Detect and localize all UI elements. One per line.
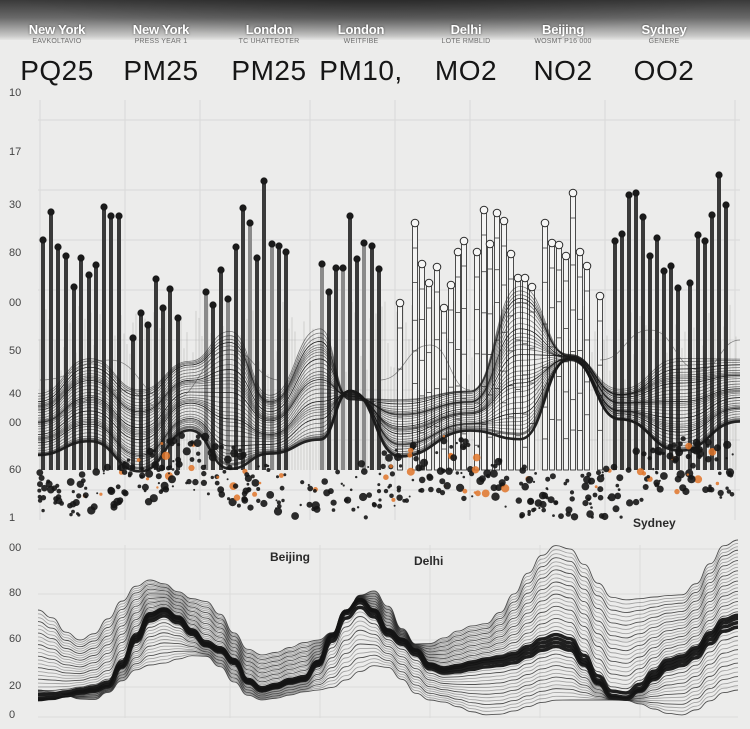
annotation-beijing: Beijing (270, 550, 311, 564)
y-tick-top: 1 (9, 512, 16, 524)
column-header-1: New York PRESS YEAR 1 (116, 22, 206, 45)
bar-group-london (202, 177, 290, 470)
y-tick-top: 17 (9, 146, 22, 158)
y-tick-bottom: 60 (9, 633, 22, 645)
column-pollutant: PQ25 (20, 55, 94, 86)
column-subtitle: TC UHATTEOTER (238, 38, 300, 45)
bottom-chart-svg (37, 539, 739, 718)
bottom-plot (0, 530, 750, 729)
y-tick-top: 00 (9, 417, 22, 429)
bar-hatching (39, 300, 737, 470)
y-tick-top: 10 (9, 87, 22, 99)
column-city: Beijing (542, 22, 584, 37)
column-subtitle: PRESS YEAR 1 (134, 38, 188, 45)
column-pollutant: MO2 (434, 55, 498, 86)
column-header-4: Delhi LOTE RMBLID (421, 22, 511, 45)
column-city: London (337, 22, 385, 37)
column-city: Sydney (641, 22, 687, 37)
y-tick-top: 40 (9, 388, 22, 400)
y-tick-top: 50 (9, 345, 22, 357)
scatter-dots (36, 432, 735, 521)
y-tick-top: 30 (9, 199, 22, 211)
header-band (0, 0, 750, 40)
column-pollutant: PM25 (123, 55, 199, 86)
annotation-sydney: Sydney (633, 516, 676, 530)
y-tick-bottom: 00 (9, 542, 22, 554)
y-tick-top: 80 (9, 247, 22, 259)
y-tick-top: 60 (9, 464, 22, 476)
column-subtitle: WOSMT P16 000 (534, 38, 592, 45)
column-city: Delhi (450, 22, 482, 37)
column-subtitle: GENERE (648, 38, 680, 45)
column-subtitle: LOTE RMBLID (441, 38, 491, 45)
column-pollutant: PM10, (319, 55, 403, 86)
column-pollutant: PM25 (231, 55, 307, 86)
column-header-3: London WEITFIBE (316, 22, 406, 45)
mesh-lines (39, 329, 741, 421)
column-city: New York (28, 22, 86, 37)
column-city: London (245, 22, 293, 37)
annotation-delhi: Delhi (414, 554, 444, 568)
y-tick-bottom: 0 (9, 709, 16, 721)
column-header-0: New York EAVKOLTAVIO (12, 22, 102, 45)
column-subtitle: WEITFIBE (343, 38, 379, 45)
column-header-5: Beijing WOSMT P16 000 (518, 22, 608, 45)
column-pollutant: NO2 (533, 55, 593, 86)
y-tick-bottom: 80 (9, 587, 22, 599)
top-chart-svg (36, 100, 741, 521)
column-header-2: London TC UHATTEOTER (224, 22, 314, 45)
column-city: New York (132, 22, 190, 37)
top-wave-bands (37, 286, 741, 473)
top-plot (36, 100, 741, 521)
column-pollutant: OO2 (633, 55, 695, 86)
column-subtitle: EAVKOLTAVIO (32, 38, 82, 45)
y-tick-bottom: 20 (9, 680, 22, 692)
y-tick-top: 00 (9, 297, 22, 309)
bottom-wave-lines (37, 539, 739, 716)
column-header-6: Sydney GENERE (619, 22, 709, 45)
